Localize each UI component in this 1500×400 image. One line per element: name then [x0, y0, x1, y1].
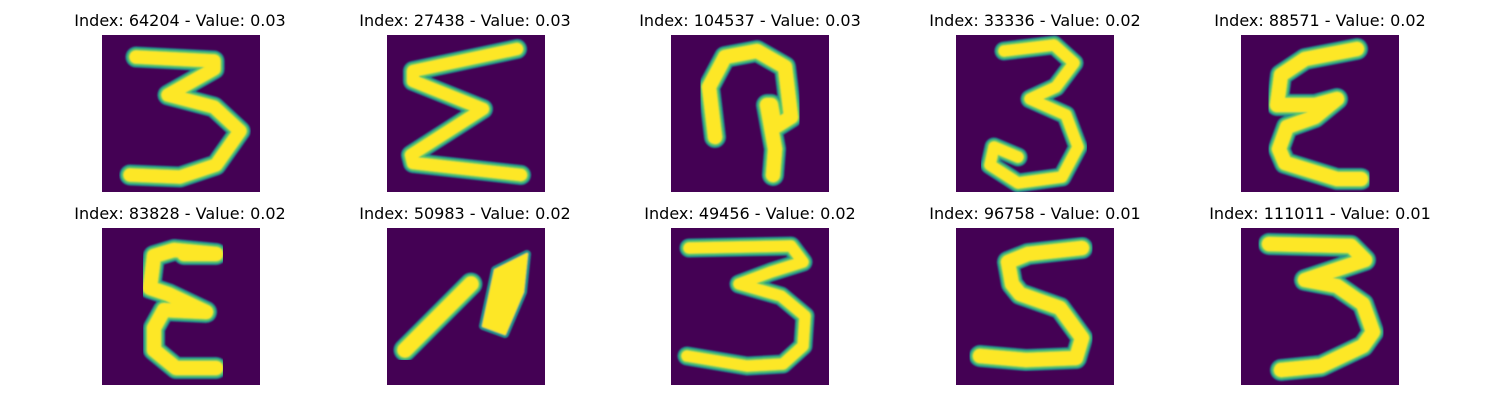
image-background — [956, 35, 1114, 192]
5-shape-glyph — [956, 228, 1114, 385]
panel-title-4: Index: 33336 - Value: 0.02 — [929, 11, 1141, 30]
epsilon-glyph — [102, 228, 260, 385]
digit-image-10 — [1241, 228, 1399, 385]
digit-image-5 — [1241, 35, 1399, 192]
arch-loop-glyph — [671, 35, 829, 192]
digit-image-2 — [387, 35, 545, 192]
3-open-glyph — [102, 35, 260, 192]
image-background — [387, 228, 545, 385]
panel-title-8: Index: 49456 - Value: 0.02 — [644, 204, 856, 223]
digit-image-3 — [671, 35, 829, 192]
digit-image-1 — [102, 35, 260, 192]
panel-title-10: Index: 111011 - Value: 0.01 — [1209, 204, 1431, 223]
handwritten-stroke — [1266, 38, 1372, 190]
panel-title-9: Index: 96758 - Value: 0.01 — [929, 204, 1141, 223]
handwritten-stroke — [980, 35, 1088, 192]
handwritten-stroke — [139, 239, 227, 379]
handwritten-stroke — [698, 40, 802, 186]
handwritten-stroke — [969, 237, 1093, 371]
sigma-glyph — [387, 35, 545, 192]
handwritten-stroke — [401, 39, 531, 185]
handwritten-stroke — [677, 236, 815, 376]
panel-title-2: Index: 27438 - Value: 0.03 — [359, 11, 571, 30]
3-wide-glyph — [671, 228, 829, 385]
panel-title-3: Index: 104537 - Value: 0.03 — [639, 11, 861, 30]
digit-image-4 — [956, 35, 1114, 192]
3-curly-glyph — [956, 35, 1114, 192]
panel-title-7: Index: 50983 - Value: 0.02 — [359, 204, 571, 223]
digit-image-8 — [671, 228, 829, 385]
panel-title-1: Index: 64204 - Value: 0.03 — [74, 11, 286, 30]
handwritten-stroke — [393, 250, 531, 362]
digit-image-7 — [387, 228, 545, 385]
panel-title-5: Index: 88571 - Value: 0.02 — [1214, 11, 1426, 30]
digit-image-6 — [102, 228, 260, 385]
handwritten-stroke — [119, 46, 251, 188]
digit-image-9 — [956, 228, 1114, 385]
epsilon-tall-glyph — [1241, 35, 1399, 192]
handwritten-stroke — [1258, 233, 1384, 381]
panel-title-6: Index: 83828 - Value: 0.02 — [74, 204, 286, 223]
leaf-stroke-glyph — [387, 228, 545, 385]
3-zigzag-glyph — [1241, 228, 1399, 385]
